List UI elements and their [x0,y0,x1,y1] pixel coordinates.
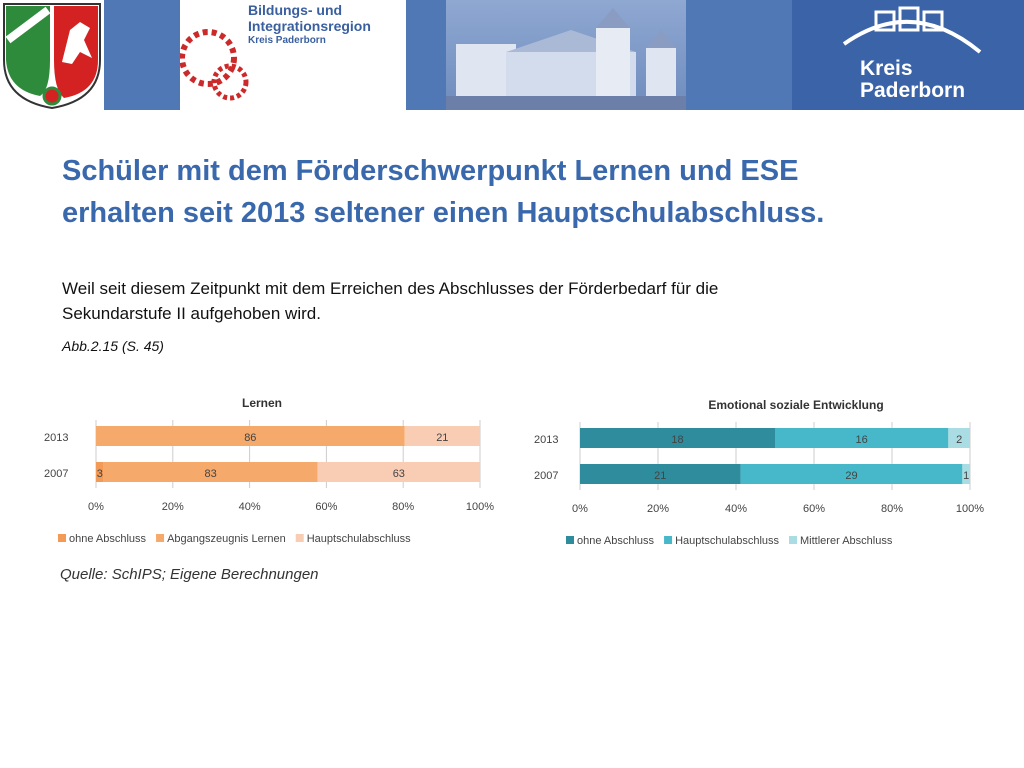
bar-abgangszeugnis-lernen [103,462,318,482]
castle-image-icon [446,8,686,110]
castle-photo [446,0,686,110]
data-label: 21 [436,432,448,444]
bir-line2: Integrationsregion [248,18,371,34]
bar-hauptschulabschluss [740,464,963,484]
legend-swatch [789,536,798,544]
bar-hauptschulabschluss [404,426,480,446]
chart-title: Lernen [242,396,282,410]
data-label: 2 [956,434,962,446]
x-tick-label: 0% [88,501,104,513]
legend-label: Mittlerer Abschluss [800,535,893,547]
category-label: 2007 [534,470,558,482]
legend-label: ohne Abschluss [69,533,147,545]
bildungsregion-text: Bildungs- und Integrationsregion Kreis P… [248,2,406,48]
nrw-coat-of-arms-icon [3,3,101,110]
data-label: 63 [393,468,405,480]
bar-mittlerer-abschluss [962,464,970,484]
nrw-logo [0,0,104,110]
subtitle: Weil seit diesem Zeitpunkt mit dem Errei… [62,276,962,326]
bar-mittlerer-abschluss [948,428,970,448]
x-tick-label: 40% [725,503,747,515]
title-line1: Schüler mit dem Förderschwerpunkt Lernen… [62,155,799,187]
data-label: 3 [97,468,103,480]
data-label: 1 [963,470,969,482]
gear-icon [180,29,249,101]
kp-line2: Paderborn [860,79,966,102]
legend-swatch [58,534,66,542]
x-tick-label: 80% [881,503,903,515]
legend-label: Abgangszeugnis Lernen [167,533,286,545]
header-bar: Bildungs- und Integrationsregion Kreis P… [0,0,1024,110]
kp-line1: Kreis [860,57,913,80]
data-label: 21 [654,470,666,482]
bar-ohne-abschluss [580,464,741,484]
kreis-paderborn-text: Kreis Paderborn [860,58,965,102]
data-label: 83 [205,468,217,480]
bildungsregion-logo: Bildungs- und Integrationsregion Kreis P… [180,0,406,110]
chart-ese: Emotional soziale Entwicklung 0% 20% 40% 60%… [534,398,984,547]
chart-title: Emotional soziale Entwicklung [708,398,883,412]
bar-hauptschulabschluss [317,462,480,482]
x-tick-label: 20% [647,503,669,515]
legend-swatch [156,534,165,542]
page-title: Schüler mit dem Förderschwerpunkt Lernen… [62,150,1002,234]
data-label: 29 [845,470,857,482]
category-label: 2013 [44,432,68,444]
x-tick-label: 100% [466,501,494,513]
bar-ohne-abschluss [580,428,775,448]
legend-label: ohne Abschluss [577,535,655,547]
chart-lernen: Lernen 0% 20% 40% 60% 80% 100% 2013 86 21 2007 3 83 6… [44,396,494,545]
data-label: 16 [856,434,868,446]
bir-line1: Bildungs- und [248,2,343,18]
bir-line3: Kreis Paderborn [248,35,326,46]
castle-outline-icon [842,6,982,54]
data-label: 18 [671,434,683,446]
category-label: 2007 [44,468,68,480]
x-tick-label: 0% [572,503,588,515]
legend-swatch [566,536,574,544]
x-tick-label: 80% [392,501,414,513]
x-tick-label: 60% [315,501,337,513]
data-label: 86 [244,432,256,444]
legend-swatch [295,534,304,542]
subtitle-line1: Weil seit diesem Zeitpunkt mit dem Errei… [62,279,719,298]
figure-reference: Abb.2.15 (S. 45) [62,338,164,354]
x-tick-label: 100% [956,503,984,515]
source-note: Quelle: SchIPS; Eigene Berechnungen [60,566,319,583]
subtitle-line2: Sekundarstufe II aufgehoben wird. [62,304,321,323]
legend-label: Hauptschulabschluss [675,535,779,547]
x-tick-label: 60% [803,503,825,515]
category-label: 2013 [534,434,558,446]
x-tick-label: 20% [162,501,184,513]
bar-abgangszeugnis-lernen [96,426,405,446]
title-line2: erhalten seit 2013 seltener einen Haupts… [62,197,825,229]
legend-label: Hauptschulabschluss [307,533,411,545]
legend-swatch [664,536,673,544]
x-tick-label: 40% [239,501,261,513]
kreis-paderborn-logo: Kreis Paderborn [792,0,1024,110]
bar-hauptschulabschluss [775,428,949,448]
bar-ohne-abschluss [96,462,104,482]
